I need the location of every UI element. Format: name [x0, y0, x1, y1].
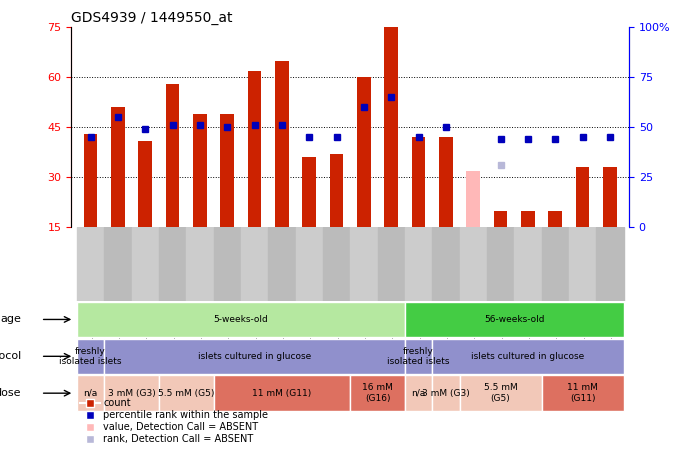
Bar [548, 211, 562, 227]
Bar [603, 167, 617, 227]
Bar [377, 227, 405, 301]
Bar [104, 339, 405, 374]
Bar [77, 302, 405, 337]
Bar [541, 227, 569, 301]
Text: freshly
isolated islets: freshly isolated islets [59, 347, 122, 366]
Bar [432, 227, 460, 301]
Bar [330, 154, 343, 227]
Bar [460, 227, 487, 301]
Text: freshly
isolated islets: freshly isolated islets [388, 347, 449, 366]
Bar [104, 227, 131, 301]
Text: protocol: protocol [0, 352, 21, 361]
Bar [214, 376, 350, 411]
Bar [275, 61, 289, 227]
Bar [494, 211, 507, 227]
Bar [323, 227, 350, 301]
Text: 11 mM (G11): 11 mM (G11) [252, 389, 311, 398]
Bar [576, 167, 590, 227]
Text: age: age [1, 314, 21, 324]
Bar [138, 140, 152, 227]
Text: 5-weeks-old: 5-weeks-old [214, 315, 268, 324]
Bar [432, 339, 624, 374]
Text: 16 mM
(G16): 16 mM (G16) [362, 384, 393, 403]
Bar [84, 134, 97, 227]
Text: 3 mM (G3): 3 mM (G3) [422, 389, 470, 398]
Bar [77, 376, 104, 411]
Bar [541, 376, 624, 411]
Bar [104, 376, 159, 411]
Text: 5.5 mM
(G5): 5.5 mM (G5) [483, 384, 517, 403]
Bar [186, 227, 214, 301]
Bar [432, 376, 460, 411]
Text: n/a: n/a [411, 389, 426, 398]
Bar [350, 376, 405, 411]
Bar [405, 376, 432, 411]
Text: 3 mM (G3): 3 mM (G3) [107, 389, 156, 398]
Bar [521, 211, 534, 227]
Bar [131, 227, 159, 301]
Text: GDS4939 / 1449550_at: GDS4939 / 1449550_at [71, 11, 233, 25]
Legend: count, percentile rank within the sample, value, Detection Call = ABSENT, rank, : count, percentile rank within the sample… [76, 395, 273, 448]
Bar [111, 107, 124, 227]
Text: n/a: n/a [84, 389, 98, 398]
Bar [596, 227, 624, 301]
Bar [220, 114, 234, 227]
Bar [193, 114, 207, 227]
Bar [296, 227, 323, 301]
Text: dose: dose [0, 388, 21, 398]
Text: 5.5 mM (G5): 5.5 mM (G5) [158, 389, 214, 398]
Text: islets cultured in glucose: islets cultured in glucose [198, 352, 311, 361]
Bar [405, 302, 624, 337]
Bar [303, 157, 316, 227]
Bar [384, 27, 398, 227]
Text: islets cultured in glucose: islets cultured in glucose [471, 352, 585, 361]
Bar [466, 171, 480, 227]
Bar [514, 227, 541, 301]
Bar [350, 227, 377, 301]
Bar [569, 227, 596, 301]
Bar [166, 84, 180, 227]
Bar [248, 71, 261, 227]
Bar [487, 227, 514, 301]
Bar [357, 77, 371, 227]
Bar [439, 137, 453, 227]
Bar [405, 339, 432, 374]
Bar [460, 376, 541, 411]
Bar [159, 227, 186, 301]
Bar [214, 227, 241, 301]
Bar [268, 227, 296, 301]
Bar [159, 376, 214, 411]
Bar [405, 227, 432, 301]
Bar [241, 227, 268, 301]
Text: 56-weeks-old: 56-weeks-old [484, 315, 545, 324]
Text: 11 mM
(G11): 11 mM (G11) [567, 384, 598, 403]
Bar [411, 137, 426, 227]
Bar [77, 339, 104, 374]
Bar [77, 227, 104, 301]
